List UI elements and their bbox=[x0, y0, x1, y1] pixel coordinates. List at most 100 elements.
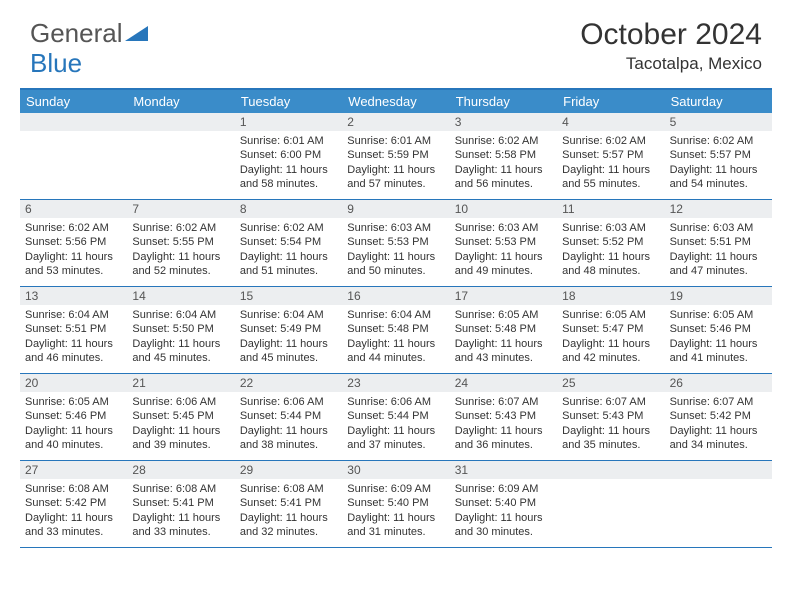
day-info-line: Sunrise: 6:01 AM bbox=[347, 134, 444, 148]
day-info: Sunrise: 6:07 AMSunset: 5:43 PMDaylight:… bbox=[450, 392, 557, 457]
day-info-line: and 33 minutes. bbox=[132, 525, 229, 539]
calendar-cell: 1Sunrise: 6:01 AMSunset: 6:00 PMDaylight… bbox=[235, 113, 342, 199]
day-info: Sunrise: 6:02 AMSunset: 5:54 PMDaylight:… bbox=[235, 218, 342, 283]
day-info-line: Daylight: 11 hours bbox=[132, 337, 229, 351]
day-info-line: and 54 minutes. bbox=[670, 177, 767, 191]
header: General October 2024 Tacotalpa, Mexico bbox=[0, 0, 792, 82]
day-info: Sunrise: 6:08 AMSunset: 5:41 PMDaylight:… bbox=[127, 479, 234, 544]
day-info: Sunrise: 6:03 AMSunset: 5:53 PMDaylight:… bbox=[450, 218, 557, 283]
day-info-line: Daylight: 11 hours bbox=[240, 337, 337, 351]
calendar-cell: 12Sunrise: 6:03 AMSunset: 5:51 PMDayligh… bbox=[665, 200, 772, 286]
calendar-cell: 25Sunrise: 6:07 AMSunset: 5:43 PMDayligh… bbox=[557, 374, 664, 460]
day-info-line: Daylight: 11 hours bbox=[562, 163, 659, 177]
logo-text-blue: Blue bbox=[30, 48, 82, 79]
calendar-cell: 13Sunrise: 6:04 AMSunset: 5:51 PMDayligh… bbox=[20, 287, 127, 373]
day-info: Sunrise: 6:06 AMSunset: 5:44 PMDaylight:… bbox=[235, 392, 342, 457]
day-number: 30 bbox=[342, 461, 449, 479]
day-info: Sunrise: 6:09 AMSunset: 5:40 PMDaylight:… bbox=[450, 479, 557, 544]
day-info-line: and 47 minutes. bbox=[670, 264, 767, 278]
day-number: 27 bbox=[20, 461, 127, 479]
day-info-line: Daylight: 11 hours bbox=[347, 511, 444, 525]
day-info: Sunrise: 6:02 AMSunset: 5:57 PMDaylight:… bbox=[557, 131, 664, 196]
day-number: 12 bbox=[665, 200, 772, 218]
calendar-cell: . bbox=[20, 113, 127, 199]
dayhead-sunday: Sunday bbox=[20, 90, 127, 113]
day-info-line: Sunset: 5:57 PM bbox=[562, 148, 659, 162]
calendar-cell: 11Sunrise: 6:03 AMSunset: 5:52 PMDayligh… bbox=[557, 200, 664, 286]
day-info-line: Sunset: 5:59 PM bbox=[347, 148, 444, 162]
day-info-line: Sunrise: 6:07 AM bbox=[455, 395, 552, 409]
day-info-line: Sunrise: 6:08 AM bbox=[25, 482, 122, 496]
calendar-cell: 19Sunrise: 6:05 AMSunset: 5:46 PMDayligh… bbox=[665, 287, 772, 373]
day-info: Sunrise: 6:04 AMSunset: 5:49 PMDaylight:… bbox=[235, 305, 342, 370]
day-info: Sunrise: 6:06 AMSunset: 5:44 PMDaylight:… bbox=[342, 392, 449, 457]
day-info: Sunrise: 6:03 AMSunset: 5:53 PMDaylight:… bbox=[342, 218, 449, 283]
day-info: Sunrise: 6:01 AMSunset: 5:59 PMDaylight:… bbox=[342, 131, 449, 196]
day-info-line: Sunset: 5:51 PM bbox=[25, 322, 122, 336]
day-number: 21 bbox=[127, 374, 234, 392]
day-number: 15 bbox=[235, 287, 342, 305]
day-info-line: and 33 minutes. bbox=[25, 525, 122, 539]
day-info-line: Sunrise: 6:06 AM bbox=[132, 395, 229, 409]
day-info-line: and 34 minutes. bbox=[670, 438, 767, 452]
week-row: 6Sunrise: 6:02 AMSunset: 5:56 PMDaylight… bbox=[20, 200, 772, 287]
calendar-cell: 30Sunrise: 6:09 AMSunset: 5:40 PMDayligh… bbox=[342, 461, 449, 547]
day-number: 8 bbox=[235, 200, 342, 218]
calendar-cell: 6Sunrise: 6:02 AMSunset: 5:56 PMDaylight… bbox=[20, 200, 127, 286]
day-number: 26 bbox=[665, 374, 772, 392]
day-info-line: Sunrise: 6:02 AM bbox=[562, 134, 659, 148]
day-info: Sunrise: 6:08 AMSunset: 5:42 PMDaylight:… bbox=[20, 479, 127, 544]
day-info-line: Daylight: 11 hours bbox=[562, 424, 659, 438]
day-info-line: Sunset: 5:42 PM bbox=[25, 496, 122, 510]
day-info-line: Sunset: 5:45 PM bbox=[132, 409, 229, 423]
week-row: 27Sunrise: 6:08 AMSunset: 5:42 PMDayligh… bbox=[20, 461, 772, 548]
day-number: 3 bbox=[450, 113, 557, 131]
calendar-cell: 27Sunrise: 6:08 AMSunset: 5:42 PMDayligh… bbox=[20, 461, 127, 547]
day-info-line: Daylight: 11 hours bbox=[240, 250, 337, 264]
day-info: Sunrise: 6:02 AMSunset: 5:58 PMDaylight:… bbox=[450, 131, 557, 196]
day-info-line: Sunrise: 6:03 AM bbox=[455, 221, 552, 235]
day-info-line: Sunrise: 6:08 AM bbox=[240, 482, 337, 496]
day-info bbox=[127, 131, 234, 139]
day-info-line: Sunset: 6:00 PM bbox=[240, 148, 337, 162]
day-header-row: Sunday Monday Tuesday Wednesday Thursday… bbox=[20, 90, 772, 113]
day-info-line: Sunrise: 6:01 AM bbox=[240, 134, 337, 148]
day-info-line: Sunset: 5:50 PM bbox=[132, 322, 229, 336]
calendar-cell: 29Sunrise: 6:08 AMSunset: 5:41 PMDayligh… bbox=[235, 461, 342, 547]
calendar-cell: 9Sunrise: 6:03 AMSunset: 5:53 PMDaylight… bbox=[342, 200, 449, 286]
calendar-cell: 24Sunrise: 6:07 AMSunset: 5:43 PMDayligh… bbox=[450, 374, 557, 460]
day-info-line: Sunrise: 6:04 AM bbox=[25, 308, 122, 322]
day-info-line: Sunrise: 6:05 AM bbox=[455, 308, 552, 322]
logo-text-general: General bbox=[30, 18, 123, 49]
calendar-cell: 8Sunrise: 6:02 AMSunset: 5:54 PMDaylight… bbox=[235, 200, 342, 286]
day-info-line: Sunset: 5:55 PM bbox=[132, 235, 229, 249]
day-info bbox=[20, 131, 127, 139]
day-info-line: Sunset: 5:56 PM bbox=[25, 235, 122, 249]
day-number: 2 bbox=[342, 113, 449, 131]
day-info-line: Sunset: 5:54 PM bbox=[240, 235, 337, 249]
day-info-line: and 49 minutes. bbox=[455, 264, 552, 278]
calendar-cell: 3Sunrise: 6:02 AMSunset: 5:58 PMDaylight… bbox=[450, 113, 557, 199]
day-info: Sunrise: 6:05 AMSunset: 5:46 PMDaylight:… bbox=[20, 392, 127, 457]
day-number: 4 bbox=[557, 113, 664, 131]
day-info-line: and 45 minutes. bbox=[240, 351, 337, 365]
location-label: Tacotalpa, Mexico bbox=[580, 54, 762, 74]
day-info: Sunrise: 6:05 AMSunset: 5:46 PMDaylight:… bbox=[665, 305, 772, 370]
day-info: Sunrise: 6:01 AMSunset: 6:00 PMDaylight:… bbox=[235, 131, 342, 196]
day-number: 10 bbox=[450, 200, 557, 218]
day-info-line: and 46 minutes. bbox=[25, 351, 122, 365]
day-info: Sunrise: 6:02 AMSunset: 5:55 PMDaylight:… bbox=[127, 218, 234, 283]
day-info-line: Daylight: 11 hours bbox=[25, 337, 122, 351]
day-info: Sunrise: 6:05 AMSunset: 5:48 PMDaylight:… bbox=[450, 305, 557, 370]
day-info-line: Sunset: 5:51 PM bbox=[670, 235, 767, 249]
day-info-line: Sunset: 5:48 PM bbox=[347, 322, 444, 336]
day-info-line: Sunrise: 6:03 AM bbox=[670, 221, 767, 235]
calendar-cell: 21Sunrise: 6:06 AMSunset: 5:45 PMDayligh… bbox=[127, 374, 234, 460]
month-title: October 2024 bbox=[580, 18, 762, 52]
day-info-line: Sunrise: 6:05 AM bbox=[562, 308, 659, 322]
dayhead-wednesday: Wednesday bbox=[342, 90, 449, 113]
calendar-cell: . bbox=[665, 461, 772, 547]
calendar-cell: 5Sunrise: 6:02 AMSunset: 5:57 PMDaylight… bbox=[665, 113, 772, 199]
day-info-line: Sunset: 5:41 PM bbox=[132, 496, 229, 510]
day-info-line: Sunset: 5:57 PM bbox=[670, 148, 767, 162]
